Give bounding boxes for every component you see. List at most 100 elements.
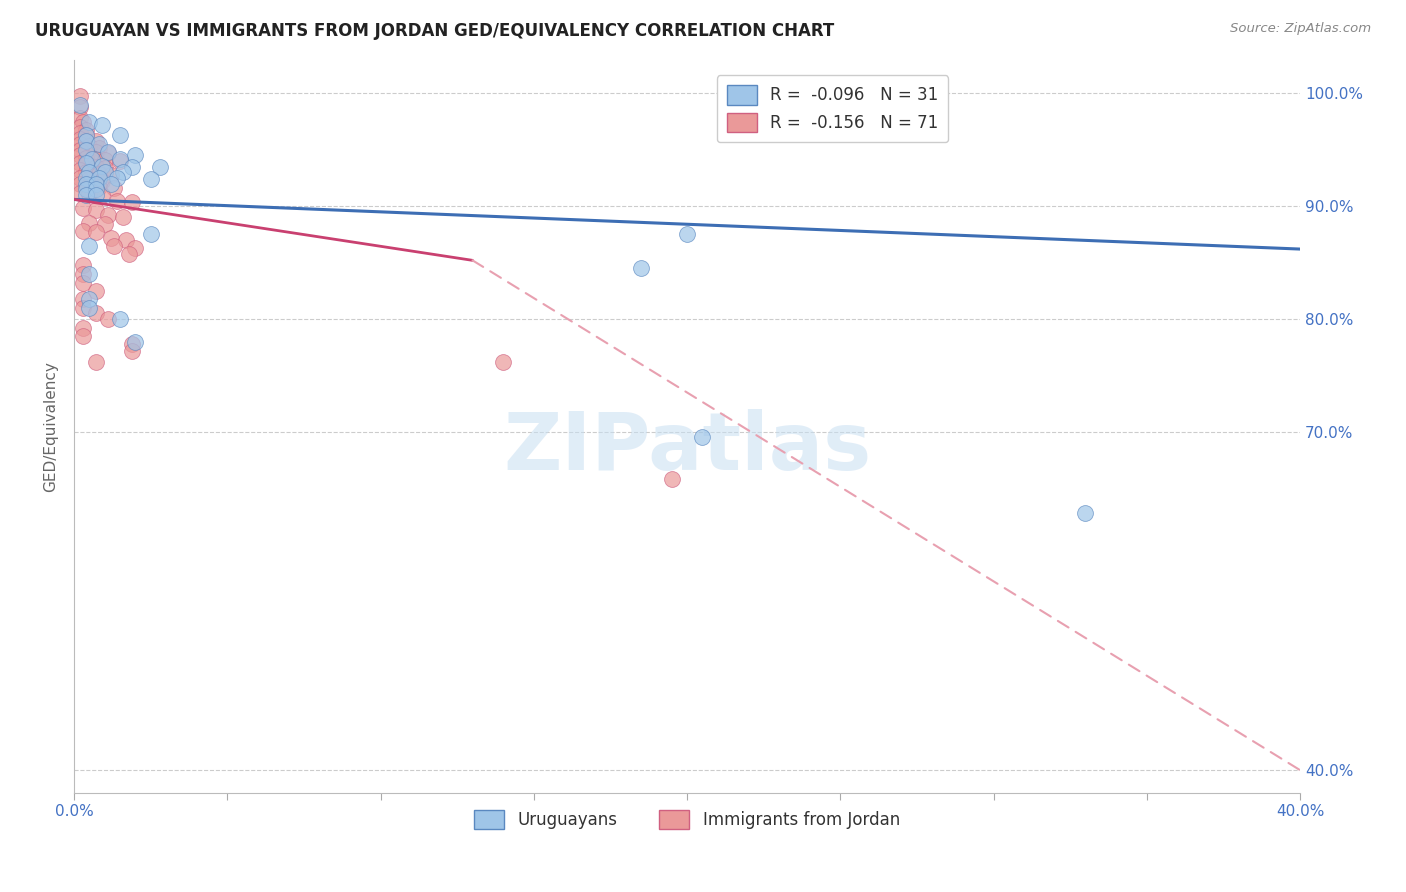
Point (108, 154, 131, 169)
Point (69, 156, 91, 170)
Point (112, 165, 135, 179)
Point (79, 292, 101, 306)
Point (69, 186, 91, 200)
Point (72, 321, 94, 335)
Point (87, 180, 110, 194)
Point (93, 153, 115, 167)
Point (692, 430, 714, 444)
Point (69, 112, 91, 126)
Point (79, 178, 101, 192)
Point (79, 114, 101, 128)
Point (72, 292, 94, 306)
Point (84, 355, 107, 369)
Point (75, 182, 97, 196)
Point (124, 148, 146, 162)
Point (69, 88, 91, 103)
Point (75, 134, 97, 148)
Point (100, 177, 122, 191)
Point (108, 128, 131, 143)
Point (84, 134, 107, 148)
Point (84, 182, 107, 196)
Point (69, 171, 91, 186)
Point (72, 301, 94, 315)
Point (87, 171, 110, 186)
Point (79, 139, 101, 153)
Point (75, 134, 97, 148)
Point (121, 194, 143, 209)
Point (75, 157, 97, 171)
Legend: Uruguayans, Immigrants from Jordan: Uruguayans, Immigrants from Jordan (468, 803, 907, 836)
Point (93, 217, 115, 231)
Point (79, 172, 101, 186)
Point (79, 216, 101, 230)
Point (139, 227, 162, 242)
Point (79, 238, 101, 252)
Point (90, 174, 112, 188)
Point (69, 148, 91, 162)
Point (72, 114, 94, 128)
Point (69, 131, 91, 145)
Point (97, 146, 120, 161)
Point (105, 194, 128, 208)
Point (75, 122, 97, 136)
Point (75, 156, 97, 170)
Point (676, 227, 699, 242)
Point (84, 306, 107, 320)
Point (84, 152, 107, 166)
Point (124, 241, 146, 255)
Point (121, 343, 143, 358)
Point (69, 143, 91, 157)
Point (69, 126, 91, 140)
Point (72, 258, 94, 272)
Text: URUGUAYAN VS IMMIGRANTS FROM JORDAN GED/EQUIVALENCY CORRELATION CHART: URUGUAYAN VS IMMIGRANTS FROM JORDAN GED/… (35, 22, 834, 40)
Point (82, 152, 104, 166)
Point (75, 165, 97, 179)
Point (72, 329, 94, 343)
Point (103, 238, 125, 252)
Point (115, 233, 138, 247)
Point (75, 143, 97, 157)
Point (630, 261, 652, 276)
Point (72, 267, 94, 281)
Point (97, 312, 120, 326)
Point (87, 167, 110, 181)
Point (93, 165, 115, 179)
Point (69, 120, 91, 135)
Point (100, 231, 122, 245)
Point (69, 137, 91, 152)
Point (75, 128, 97, 143)
Point (75, 177, 97, 191)
Point (90, 159, 112, 173)
Point (100, 168, 122, 182)
Point (108, 312, 131, 326)
Point (149, 160, 172, 174)
Point (69, 97, 91, 112)
Point (139, 172, 162, 186)
Point (661, 472, 683, 486)
Point (90, 188, 112, 202)
Point (79, 267, 101, 281)
Point (84, 160, 107, 174)
Point (97, 208, 120, 222)
Y-axis label: GED/Equivalency: GED/Equivalency (44, 360, 58, 491)
Text: Source: ZipAtlas.com: Source: ZipAtlas.com (1230, 22, 1371, 36)
Point (72, 202, 94, 216)
Point (75, 143, 97, 157)
Point (93, 161, 115, 175)
Point (75, 151, 97, 165)
Point (84, 177, 107, 191)
Point (87, 140, 110, 154)
Point (97, 145, 120, 159)
Point (69, 163, 91, 178)
Text: ZIPatlas: ZIPatlas (503, 409, 872, 487)
Point (69, 100, 91, 114)
Point (84, 145, 107, 159)
Point (75, 171, 97, 186)
Point (1074, 506, 1097, 520)
Point (84, 202, 107, 217)
Point (121, 160, 143, 174)
Point (87, 137, 110, 152)
Point (79, 186, 101, 201)
Point (79, 301, 101, 315)
Point (103, 181, 125, 195)
